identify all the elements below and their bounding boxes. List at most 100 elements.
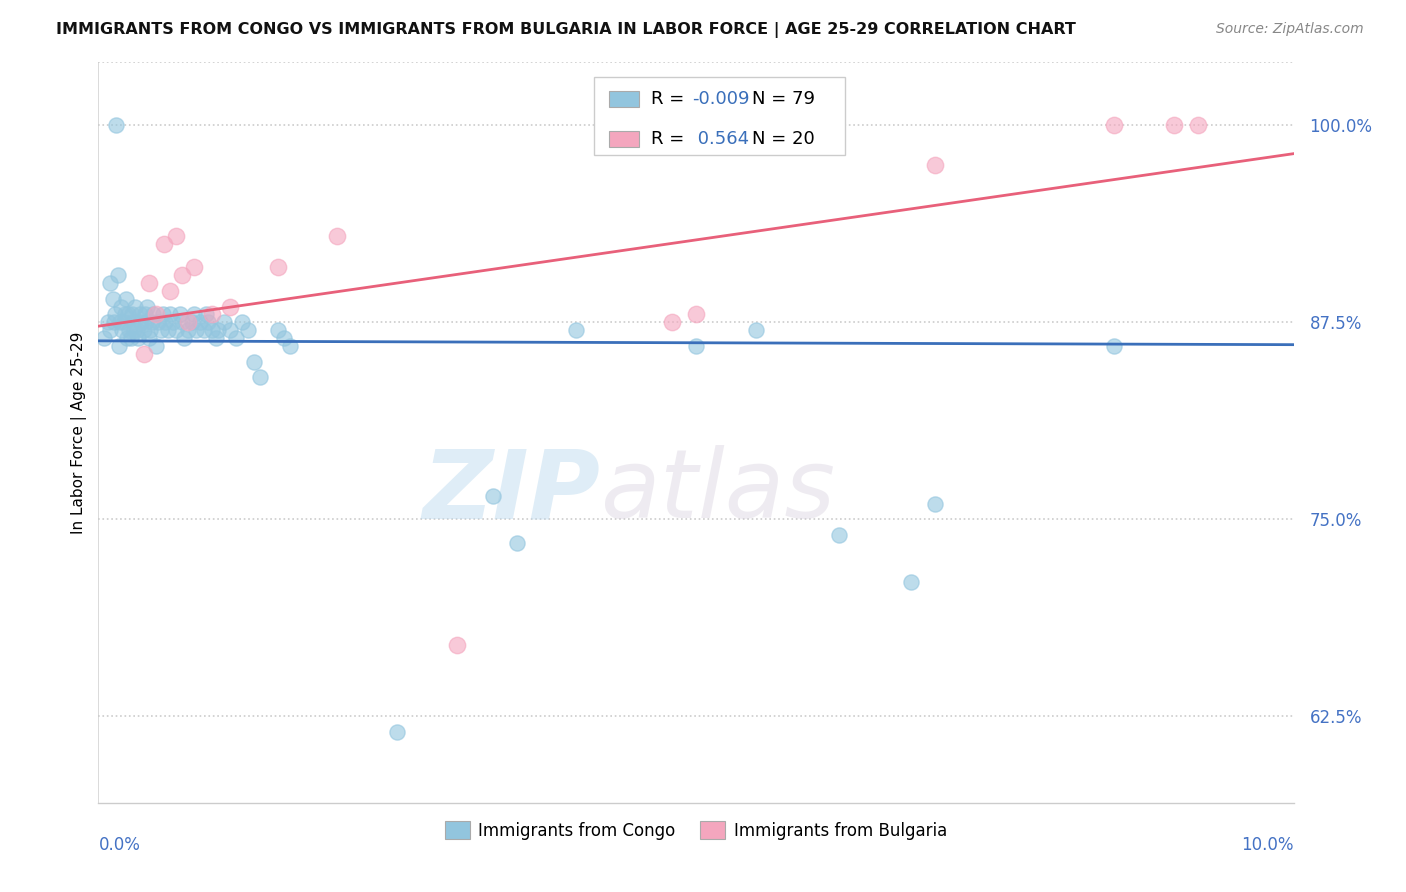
Point xyxy=(207,323,229,337)
Point xyxy=(188,315,211,329)
Point xyxy=(165,323,187,337)
Point xyxy=(145,308,167,322)
Point xyxy=(115,331,138,345)
Text: Source: ZipAtlas.com: Source: ZipAtlas.com xyxy=(1216,22,1364,37)
Point xyxy=(231,315,253,329)
Text: 10.0%: 10.0% xyxy=(1241,836,1294,855)
Point xyxy=(273,331,295,345)
Point xyxy=(103,315,125,329)
Point xyxy=(565,323,588,337)
Point xyxy=(117,308,139,322)
Point xyxy=(98,323,122,337)
Point xyxy=(141,315,163,329)
Point xyxy=(1163,119,1185,133)
Point xyxy=(900,575,922,590)
Point xyxy=(148,315,170,329)
Text: 0.0%: 0.0% xyxy=(98,836,141,855)
Point xyxy=(195,308,218,322)
Point xyxy=(97,315,120,329)
Text: R =: R = xyxy=(651,130,689,148)
Point xyxy=(243,355,266,369)
Point xyxy=(111,323,134,337)
Text: N = 20: N = 20 xyxy=(752,130,815,148)
Point xyxy=(104,308,127,322)
Point xyxy=(1187,119,1209,133)
Point xyxy=(745,323,768,337)
Point xyxy=(924,158,946,172)
Point xyxy=(219,300,242,314)
Point xyxy=(924,496,946,510)
Point xyxy=(138,276,160,290)
Point xyxy=(159,308,181,322)
Point xyxy=(159,284,181,298)
Text: IMMIGRANTS FROM CONGO VS IMMIGRANTS FROM BULGARIA IN LABOR FORCE | AGE 25-29 COR: IMMIGRANTS FROM CONGO VS IMMIGRANTS FROM… xyxy=(56,22,1076,38)
Bar xyxy=(609,91,638,107)
Point xyxy=(172,268,194,282)
Point xyxy=(165,228,187,243)
Point xyxy=(131,315,153,329)
Point xyxy=(120,331,142,345)
Point xyxy=(114,308,136,322)
Point xyxy=(129,308,152,322)
Point xyxy=(685,308,707,322)
Point xyxy=(145,339,167,353)
Point xyxy=(685,339,707,353)
Point xyxy=(481,489,505,503)
Point xyxy=(107,268,129,282)
Point xyxy=(118,323,141,337)
Text: 0.564: 0.564 xyxy=(692,130,749,148)
Point xyxy=(124,323,146,337)
Point xyxy=(135,315,157,329)
Point xyxy=(156,323,179,337)
Point xyxy=(385,725,409,739)
Point xyxy=(225,331,247,345)
Point xyxy=(98,276,122,290)
Point xyxy=(278,339,301,353)
Point xyxy=(124,300,146,314)
Point xyxy=(134,308,156,322)
Point xyxy=(197,315,219,329)
Legend: Immigrants from Congo, Immigrants from Bulgaria: Immigrants from Congo, Immigrants from B… xyxy=(439,814,953,847)
Point xyxy=(506,536,529,550)
Point xyxy=(169,308,191,322)
Point xyxy=(828,528,851,542)
Point xyxy=(105,119,128,133)
Point xyxy=(1104,339,1126,353)
Point xyxy=(152,308,174,322)
Point xyxy=(446,638,468,652)
Point xyxy=(107,339,129,353)
Point xyxy=(204,331,226,345)
Point xyxy=(155,315,177,329)
Point xyxy=(142,308,165,322)
Point xyxy=(1104,119,1126,133)
Point xyxy=(101,292,124,306)
Text: atlas: atlas xyxy=(600,445,835,539)
Point xyxy=(149,323,172,337)
Point xyxy=(267,260,290,275)
Point xyxy=(177,315,200,329)
Point xyxy=(172,315,194,329)
Point xyxy=(173,331,195,345)
Point xyxy=(110,300,132,314)
Point xyxy=(219,323,242,337)
Point xyxy=(121,308,143,322)
Point xyxy=(108,315,131,329)
Point xyxy=(183,308,205,322)
Text: ZIP: ZIP xyxy=(422,445,600,539)
Text: -0.009: -0.009 xyxy=(692,90,749,108)
Point xyxy=(193,323,215,337)
Point xyxy=(115,292,138,306)
Y-axis label: In Labor Force | Age 25-29: In Labor Force | Age 25-29 xyxy=(72,332,87,533)
Point xyxy=(153,236,176,251)
Point xyxy=(212,315,235,329)
Point xyxy=(122,315,145,329)
Point xyxy=(661,315,683,329)
Bar xyxy=(609,131,638,147)
Point xyxy=(201,308,224,322)
Point xyxy=(180,315,202,329)
Point xyxy=(162,315,184,329)
Point xyxy=(132,323,155,337)
Point xyxy=(249,370,271,384)
Point xyxy=(267,323,290,337)
Point xyxy=(183,260,205,275)
